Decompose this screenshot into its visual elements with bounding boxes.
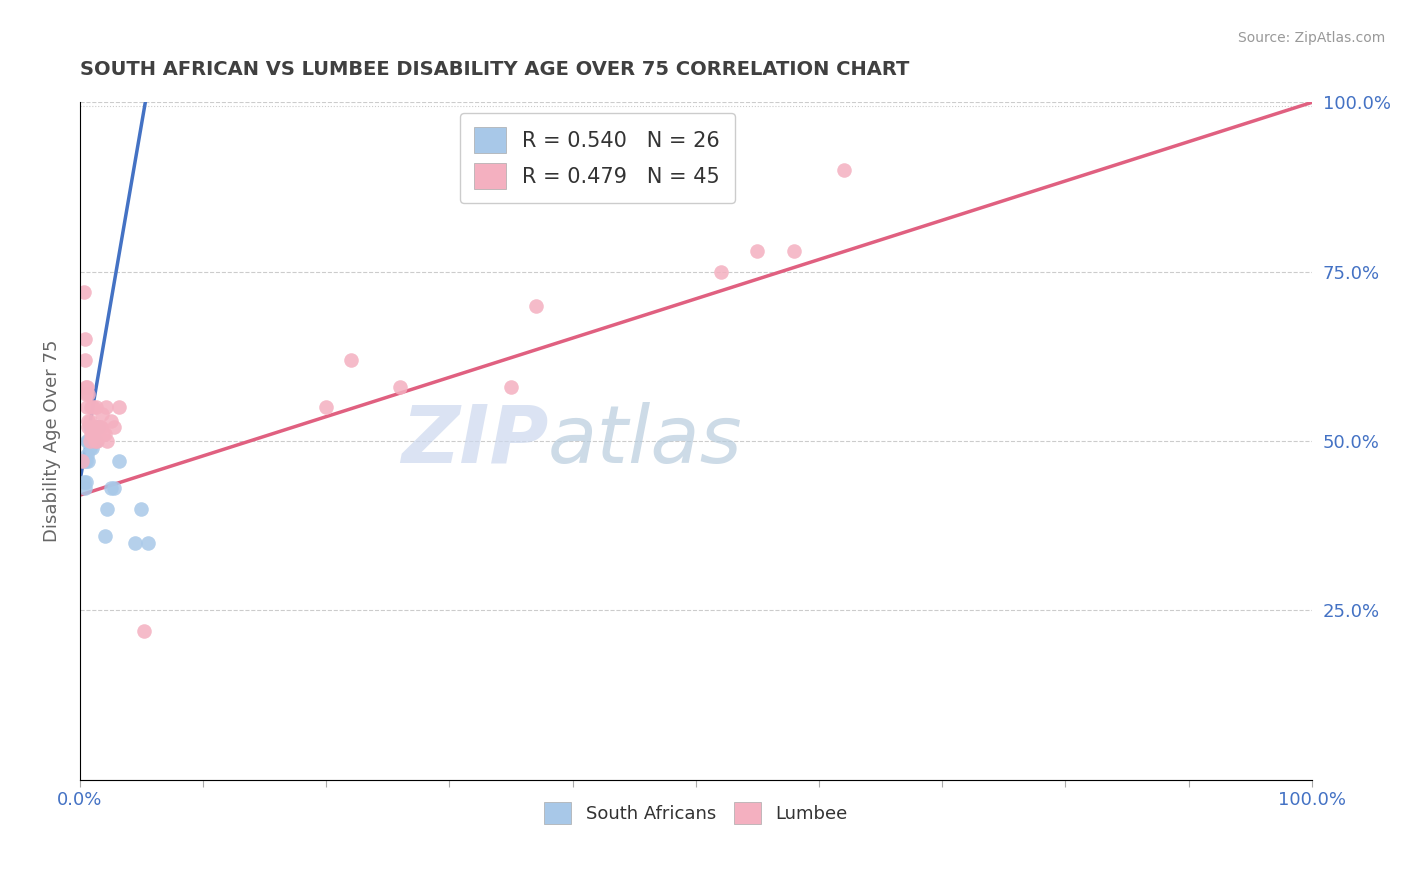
Point [79,414,101,428]
Point [100,414,122,428]
Point [524,299,547,313]
Point [87,420,110,434]
Point [315,400,337,414]
Point [75,386,97,401]
Point [100,482,122,496]
Point [83,434,105,448]
Point [103,482,125,496]
Point [77,454,100,468]
Point [94,400,117,414]
Point [91,427,114,442]
Point [72,285,94,299]
Point [87,420,110,434]
Point [82,441,104,455]
Text: Source: ZipAtlas.com: Source: ZipAtlas.com [1237,31,1385,45]
Point [77,434,100,448]
Point [72,454,94,468]
Point [124,535,146,549]
Point [76,448,98,462]
Point [83,427,105,442]
Point [747,244,769,259]
Point [76,434,98,448]
Point [72,475,94,489]
Point [83,434,105,448]
Point [80,400,103,414]
Point [84,400,107,414]
Y-axis label: Disability Age Over 75: Disability Age Over 75 [44,340,60,542]
Point [80,434,103,448]
Point [709,265,731,279]
Point [783,244,806,259]
Point [132,624,155,638]
Point [96,501,118,516]
Point [75,380,97,394]
Point [93,427,115,442]
Point [82,420,104,434]
Point [80,427,103,442]
Point [82,420,104,434]
Point [73,482,96,496]
Point [832,163,855,178]
Point [84,434,107,448]
Point [75,475,97,489]
Point [89,420,111,434]
Point [82,434,104,448]
Text: SOUTH AFRICAN VS LUMBEE DISABILITY AGE OVER 75 CORRELATION CHART: SOUTH AFRICAN VS LUMBEE DISABILITY AGE O… [80,60,910,78]
Legend: South Africans, Lumbee: South Africans, Lumbee [537,795,855,831]
Point [77,386,100,401]
Point [86,434,108,448]
Point [77,420,100,434]
Point [76,400,98,414]
Point [108,454,131,468]
Point [96,434,118,448]
Point [73,352,96,367]
Text: atlas: atlas [548,402,742,480]
Point [131,501,153,516]
Point [108,400,131,414]
Point [76,380,98,394]
Point [79,441,101,455]
Point [93,529,115,543]
Point [75,454,97,468]
Text: ZIP: ZIP [401,402,548,480]
Point [77,414,100,428]
Point [72,454,94,468]
Point [136,535,159,549]
Point [84,420,107,434]
Point [82,427,104,442]
Point [79,420,101,434]
Point [73,333,96,347]
Point [499,380,522,394]
Point [82,427,104,442]
Point [79,434,101,448]
Point [103,420,125,434]
Point [91,407,114,421]
Point [82,400,104,414]
Point [389,380,412,394]
Point [90,420,112,434]
Point [340,352,363,367]
